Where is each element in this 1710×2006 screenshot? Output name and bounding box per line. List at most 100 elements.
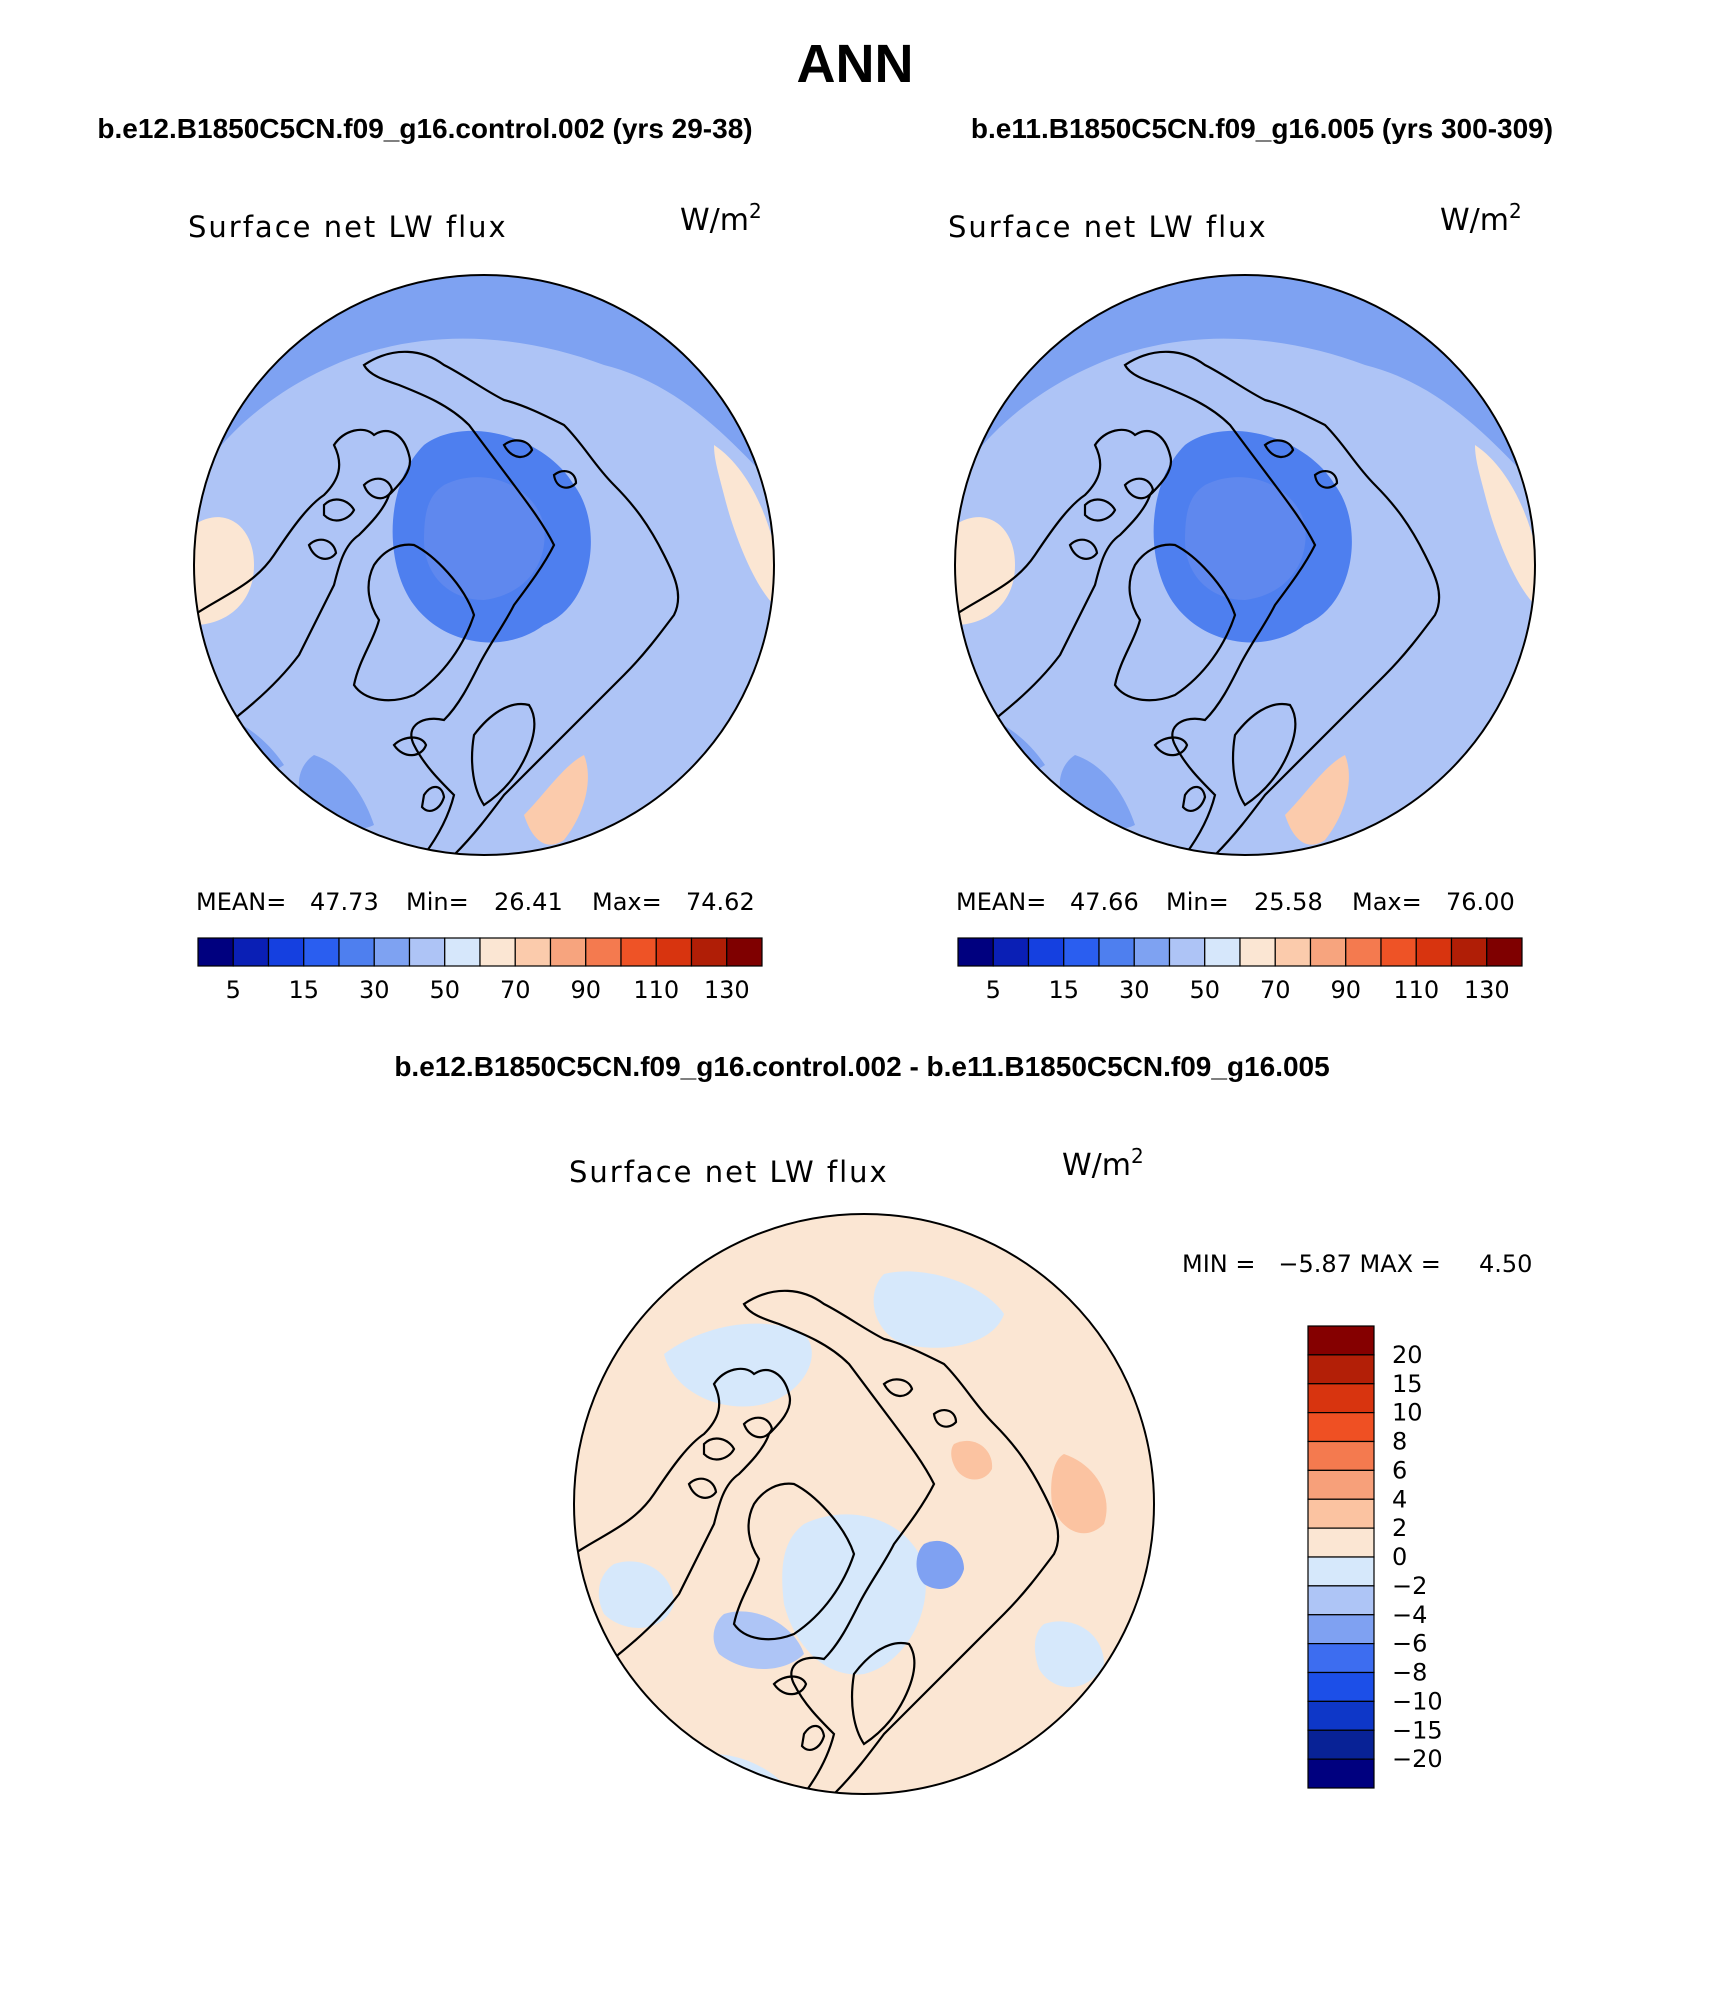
panel-2-colorbar-cell xyxy=(1309,937,1347,967)
difference-colorbar-label: −20 xyxy=(1392,1745,1443,1773)
difference-colorbar-label: −15 xyxy=(1392,1716,1443,1744)
panel-1-colorbar-cell xyxy=(655,937,693,967)
panel-2-colorbar-cell xyxy=(1450,937,1488,967)
panel-1-colorbar-cell xyxy=(267,937,305,967)
panel-2-colorbar-label: 110 xyxy=(1393,976,1439,1004)
panel-2-units: W/m2 xyxy=(1440,199,1522,238)
difference-colorbar-label: 10 xyxy=(1392,1399,1423,1427)
difference-min-max: MIN = −5.87 MAX = 4.50 xyxy=(1182,1250,1532,1278)
difference-colorbar-cell xyxy=(1307,1469,1375,1500)
panel-1-units: W/m2 xyxy=(680,199,762,238)
panel-1-colorbar-cell xyxy=(303,937,340,967)
difference-colorbar-label: 8 xyxy=(1392,1428,1407,1456)
panel-2-colorbar-cell xyxy=(1345,937,1382,967)
difference-colorbar-cell xyxy=(1307,1354,1375,1385)
panel-2-colorbar-label: 50 xyxy=(1189,976,1220,1004)
difference-colorbar-cell xyxy=(1307,1729,1375,1760)
difference-colorbar-cell xyxy=(1307,1700,1375,1731)
panel-2-max-value: 76.00 xyxy=(1446,888,1515,916)
panel-1-field-region xyxy=(194,275,774,485)
panel-1-colorbar-cell xyxy=(726,937,763,967)
panel-1-min-label: Min= xyxy=(406,888,469,916)
difference-map-border xyxy=(573,1213,1155,1795)
figure-title: ANN xyxy=(797,34,914,94)
difference-colorbar-label: −2 xyxy=(1392,1572,1427,1600)
panel-1-colorbar-cell xyxy=(232,937,270,967)
panel-1-colorbar-cell xyxy=(373,937,411,967)
difference-colorbar-cell xyxy=(1307,1556,1375,1587)
panel-2-map-border xyxy=(954,274,1536,856)
panel-2-colorbar-label: 90 xyxy=(1330,976,1361,1004)
difference-colorbar-label: 6 xyxy=(1392,1456,1407,1484)
panel-2-colorbar-cell xyxy=(1415,937,1453,967)
panel-2-map xyxy=(954,274,1536,856)
panel-2-field-region xyxy=(1285,755,1349,845)
panel-1-colorbar-cell xyxy=(338,937,375,967)
panel-2-colorbar-cell xyxy=(1239,937,1276,967)
panel-2-colorbar-label: 5 xyxy=(986,976,1001,1004)
panel-1-colorbar-cell xyxy=(690,937,728,967)
difference-colorbar-cell xyxy=(1307,1440,1375,1471)
difference-colorbar-cell xyxy=(1307,1498,1375,1529)
difference-colorbar-label: −4 xyxy=(1392,1601,1427,1629)
panel-1-colorbar-label: 15 xyxy=(288,976,319,1004)
difference-colorbar-cell xyxy=(1307,1585,1375,1616)
panel-1-colorbar-cell xyxy=(514,937,552,967)
panel-1-field-region xyxy=(524,755,588,845)
panel-2-colorbar-cell xyxy=(1027,937,1065,967)
difference-colorbar-label: 0 xyxy=(1392,1543,1407,1571)
difference-colorbar-cell xyxy=(1307,1527,1375,1558)
panel-1-map-border xyxy=(193,274,775,856)
panel-1: b.e12.B1850C5CN.f09_g16.control.002 (yrs… xyxy=(97,113,775,1004)
difference-colorbar-label: 15 xyxy=(1392,1370,1423,1398)
panel-2-max-label: Max= xyxy=(1352,888,1422,916)
panel-2: b.e11.B1850C5CN.f09_g16.005 (yrs 300-309… xyxy=(948,113,1553,1004)
panel-1-field-region xyxy=(714,445,774,605)
panel-2-variable-name: Surface net LW flux xyxy=(948,210,1268,244)
difference-colorbar-cell xyxy=(1307,1614,1375,1645)
panel-1-max-value: 74.62 xyxy=(686,888,755,916)
panel-1-colorbar-cell xyxy=(585,937,622,967)
difference-colorbar-cell xyxy=(1307,1758,1375,1789)
panel-2-min-value: 25.58 xyxy=(1254,888,1323,916)
panel-2-colorbar-cell xyxy=(1486,937,1523,967)
panel-1-title: b.e12.B1850C5CN.f09_g16.control.002 (yrs… xyxy=(97,113,752,144)
panel-2-field-region xyxy=(955,275,1535,485)
difference-colorbar-cell xyxy=(1307,1325,1375,1356)
panel-2-colorbar-cell xyxy=(992,937,1030,967)
difference-map xyxy=(573,1213,1155,1795)
panel-1-field-region xyxy=(424,477,545,600)
panel-1-colorbar-label: 130 xyxy=(704,976,750,1004)
difference-panel: Surface net LW flux W/m2 MIN = −5.87 MAX =… xyxy=(569,1144,1532,1795)
panel-1-colorbar-label: 50 xyxy=(429,976,460,1004)
difference-colorbar-cell xyxy=(1307,1383,1375,1414)
panel-1-map xyxy=(193,274,775,856)
difference-title: b.e12.B1850C5CN.f09_g16.control.002 - b.… xyxy=(394,1051,1329,1082)
difference-variable-name: Surface net LW flux xyxy=(569,1155,889,1189)
difference-field-region xyxy=(1034,1621,1104,1688)
panel-1-mean-value: 47.73 xyxy=(310,888,379,916)
difference-field-region xyxy=(1051,1454,1107,1534)
panel-2-colorbar-cell xyxy=(1380,937,1417,967)
panel-2-field-region xyxy=(1185,477,1306,600)
panel-2-colorbar-cell xyxy=(1098,937,1135,967)
panel-2-min-label: Min= xyxy=(1166,888,1229,916)
panel-2-colorbar-cell xyxy=(1133,937,1171,967)
panel-1-colorbar-label: 90 xyxy=(570,976,601,1004)
panel-1-colorbar-cell xyxy=(444,937,481,967)
difference-field-region xyxy=(873,1271,1004,1348)
panel-2-colorbar-cell xyxy=(957,937,994,967)
difference-colorbar-label: −8 xyxy=(1392,1659,1427,1687)
panel-1-colorbar-cell xyxy=(197,937,234,967)
panel-2-colorbar-label: 70 xyxy=(1260,976,1291,1004)
panel-1-colorbar-label: 30 xyxy=(359,976,390,1004)
panel-2-mean-value: 47.66 xyxy=(1070,888,1139,916)
difference-colorbar-label: −10 xyxy=(1392,1687,1443,1715)
panel-1-colorbar-label: 70 xyxy=(500,976,531,1004)
difference-colorbar-label: 20 xyxy=(1392,1341,1423,1369)
panel-1-mean-label: MEAN= xyxy=(196,888,286,916)
difference-colorbar-cell xyxy=(1307,1671,1375,1702)
panel-2-mean-label: MEAN= xyxy=(956,888,1046,916)
difference-colorbar-cell xyxy=(1307,1643,1375,1674)
